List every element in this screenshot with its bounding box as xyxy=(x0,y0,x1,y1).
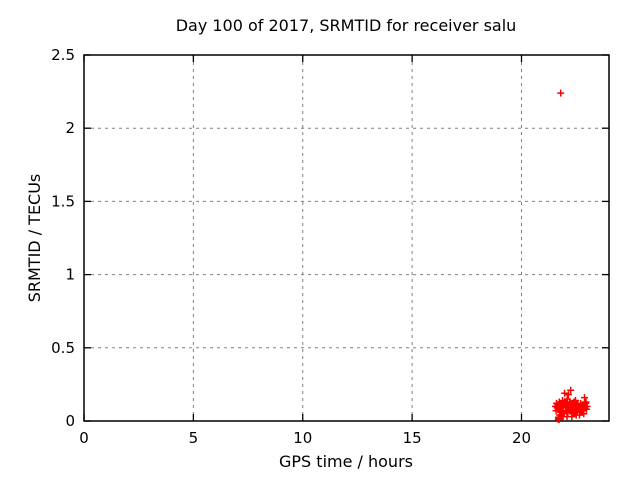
plot-frame xyxy=(83,54,610,422)
axis-ticks xyxy=(83,54,609,422)
x-tick-label: 20 xyxy=(512,429,531,447)
data-points-series xyxy=(551,89,591,423)
y-axis-label: SRMTID / TECUs xyxy=(25,174,44,303)
x-tick-label: 0 xyxy=(79,429,89,447)
grid-lines xyxy=(84,55,609,421)
chart-title: Day 100 of 2017, SRMTID for receiver sal… xyxy=(176,16,517,35)
x-tick-label: 5 xyxy=(189,429,199,447)
x-tick-label: 15 xyxy=(403,429,422,447)
x-axis-label: GPS time / hours xyxy=(279,452,413,471)
y-tick-label: 2 xyxy=(65,119,75,137)
y-tick-label: 2.5 xyxy=(51,46,75,64)
scatter-plus-markers xyxy=(551,89,591,423)
y-tick-label: 0 xyxy=(65,412,75,430)
tick-labels: 0 5 10 15 20 0 0.5 1 1.5 2 2.5 xyxy=(51,46,531,447)
y-tick-label: 1 xyxy=(65,266,75,284)
y-tick-label: 0.5 xyxy=(51,339,75,357)
x-tick-label: 10 xyxy=(293,429,312,447)
y-tick-label: 1.5 xyxy=(51,192,75,210)
